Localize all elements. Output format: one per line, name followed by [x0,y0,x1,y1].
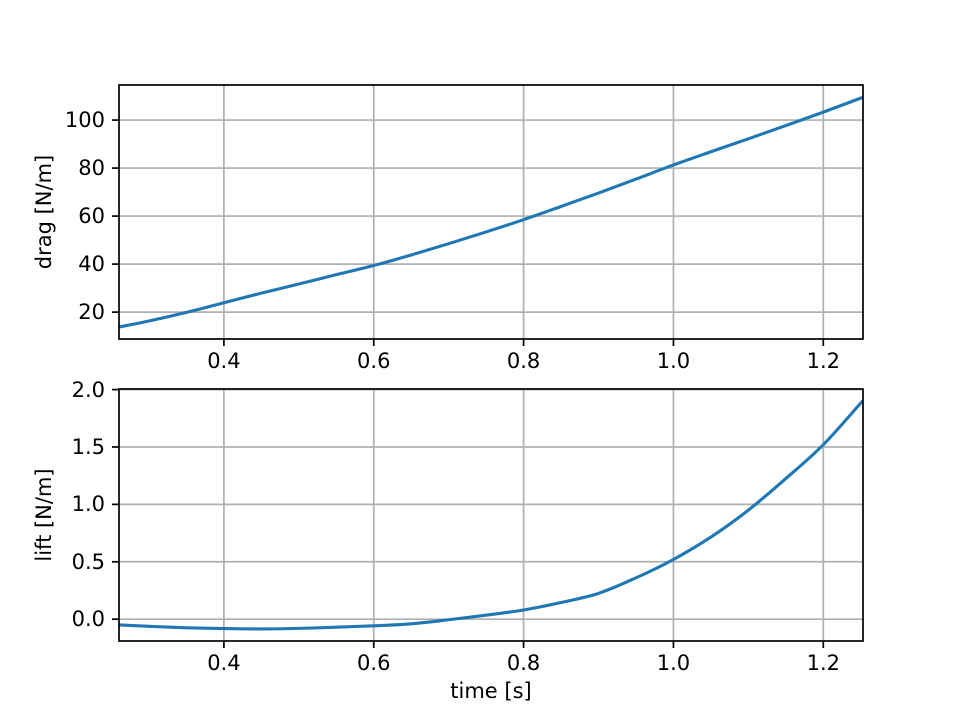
plot-spines [118,388,864,642]
time-axis-label: time [s] [450,679,532,703]
y-tick-label: 0.5 [71,549,105,574]
x-tick-label: 0.6 [357,349,391,373]
lift-axis-label: lift [N/m] [32,468,56,562]
y-tick-label: 1.0 [71,492,105,517]
y-tick-label: 0.0 [71,607,105,632]
y-tick-label: 40 [78,252,105,277]
x-tick-label: 1.2 [806,349,840,373]
lift-plot-canvas [112,388,865,648]
x-tick-label: 1.2 [806,651,840,675]
x-tick-label: 0.4 [207,651,241,675]
x-tick-label: 1.0 [656,349,691,373]
x-tick-label: 1.0 [656,651,691,675]
y-tick-label: 20 [78,300,105,325]
y-tick-label: 80 [78,156,105,181]
lift-plot: lift [N/m] time [s] 0.4 0.6 0.8 1.0 1.2 0.0 0.… [32,379,865,702]
drag-plot-canvas [112,84,864,346]
y-tick-label: 60 [78,204,105,229]
drag-axis-label: drag [N/m] [32,154,56,270]
lift-line [118,399,865,631]
drag-plot: drag [N/m] 0.4 0.6 0.8 1.0 1.2 20 40 60 80 100 [32,84,864,372]
x-tick-label: 0.6 [357,651,391,675]
x-tick-label: 0.4 [207,349,241,373]
plot-spines [118,84,864,340]
x-tick-label: 0.8 [506,349,541,373]
y-tick-label: 100 [64,108,105,133]
drag-line [118,95,864,329]
y-tick-label: 2.0 [71,377,105,402]
x-tick-label: 0.8 [506,651,541,675]
y-tick-label: 1.5 [71,434,105,459]
